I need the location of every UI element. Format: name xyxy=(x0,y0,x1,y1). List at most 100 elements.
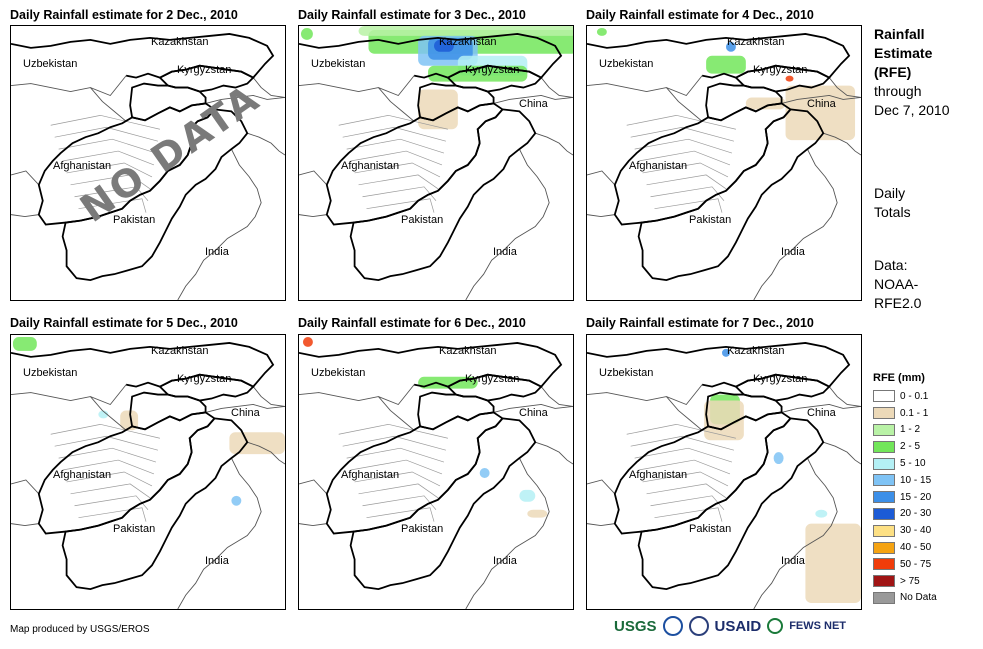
country-boundary xyxy=(587,384,703,406)
legend-swatch xyxy=(873,524,895,537)
legend-item: 30 - 40 xyxy=(873,522,937,539)
tajikistan-outline xyxy=(417,82,495,122)
rainfall-map-dec-5: Kazakhstan Uzbekistan Kyrgyzstan Afghanista… xyxy=(10,334,286,610)
legend-label: 15 - 20 xyxy=(900,491,932,503)
map-label-china: China xyxy=(519,98,548,110)
legend-title: RFE (mm) xyxy=(873,372,925,384)
map-label-afghanistan: Afghanistan xyxy=(629,160,688,172)
map-graphic xyxy=(11,336,285,609)
province-boundary xyxy=(358,483,439,499)
legend-item: 1 - 2 xyxy=(873,422,937,439)
side-through: through xyxy=(874,83,922,99)
legend-item: 20 - 30 xyxy=(873,506,937,523)
side-title-line3: (RFE) xyxy=(874,64,912,80)
side-title-line2: Estimate xyxy=(874,45,933,61)
map-label-uzbekistan: Uzbekistan xyxy=(311,367,366,379)
legend-item: 15 - 20 xyxy=(873,489,937,506)
tajikistan-outline xyxy=(129,391,207,431)
map-label-uzbekistan: Uzbekistan xyxy=(23,367,78,379)
province-boundary xyxy=(66,162,153,178)
fewsnet-globe-icon xyxy=(767,618,784,634)
rainfall-patch xyxy=(745,97,786,110)
province-boundary xyxy=(54,126,159,142)
pakistan-outline xyxy=(637,108,825,282)
map-label-kazakhstan: Kazakhstan xyxy=(727,345,785,357)
province-boundary xyxy=(638,150,731,166)
kazakhstan-outline xyxy=(587,342,851,388)
side-data-3: RFE2.0 xyxy=(874,295,922,311)
pakistan-outline xyxy=(61,108,249,282)
province-boundary xyxy=(642,471,729,487)
rainfall-patch xyxy=(706,55,746,74)
province-boundary xyxy=(338,423,448,439)
map-label-pakistan: Pakistan xyxy=(401,523,444,535)
province-boundary xyxy=(646,483,727,499)
province-boundary xyxy=(338,114,448,130)
legend-label: 0 - 0.1 xyxy=(900,390,929,402)
map-label-pakistan: Pakistan xyxy=(113,214,156,226)
legend-swatch xyxy=(873,541,895,554)
country-boundary xyxy=(493,404,573,413)
map-label-india: India xyxy=(205,555,229,567)
map-label-pakistan: Pakistan xyxy=(113,523,156,535)
legend-item: 50 - 75 xyxy=(873,556,937,573)
country-boundary xyxy=(823,441,861,465)
province-boundary xyxy=(78,198,147,213)
country-boundary xyxy=(781,404,861,413)
country-boundary xyxy=(753,457,838,609)
country-boundary xyxy=(252,386,285,407)
rainfall-patch xyxy=(773,452,784,465)
country-boundary xyxy=(535,132,573,156)
map-graphic xyxy=(299,26,573,300)
legend-swatch xyxy=(873,591,895,604)
province-boundary xyxy=(650,186,725,201)
side-data-1: Data: xyxy=(874,257,908,273)
province-boundary xyxy=(66,471,153,487)
map-label-india: India xyxy=(493,555,517,567)
province-boundary xyxy=(50,423,160,439)
province-boundary xyxy=(358,174,439,190)
panel-title-1: Daily Rainfall estimate for 2 Dec., 2010 xyxy=(10,8,238,22)
country-boundary xyxy=(11,214,39,218)
map-label-uzbekistan: Uzbekistan xyxy=(599,367,654,379)
country-boundary xyxy=(465,457,550,609)
country-boundary xyxy=(823,132,861,156)
panel-title-2: Daily Rainfall estimate for 3 Dec., 2010 xyxy=(298,8,526,22)
country-boundary xyxy=(11,523,39,527)
country-boundary xyxy=(299,75,415,97)
panel-title-5: Daily Rainfall estimate for 6 Dec., 2010 xyxy=(298,316,526,330)
country-boundary xyxy=(247,441,285,465)
legend-item: 0 - 0.1 xyxy=(873,388,937,405)
country-boundary xyxy=(205,95,285,104)
country-boundary xyxy=(587,523,615,527)
province-boundary xyxy=(342,435,447,451)
province-boundary xyxy=(70,483,151,499)
province-boundary xyxy=(346,447,445,463)
rainfall-patch xyxy=(519,489,536,502)
province-boundary xyxy=(58,138,157,154)
kazakhstan-outline xyxy=(11,33,275,79)
legend-label: > 75 xyxy=(900,575,920,587)
rainfall-patch xyxy=(434,39,454,52)
province-boundary xyxy=(634,447,733,463)
map-label-kazakhstan: Kazakhstan xyxy=(151,36,209,48)
legend-item: 10 - 15 xyxy=(873,472,937,489)
legend-label: 1 - 2 xyxy=(900,424,921,436)
legend-label: 20 - 30 xyxy=(900,508,932,520)
province-boundary xyxy=(366,507,435,522)
country-boundary xyxy=(493,95,573,104)
rainfall-patch xyxy=(815,509,828,518)
kazakhstan-outline xyxy=(11,342,275,388)
country-boundary xyxy=(753,148,838,300)
rainfall-patch xyxy=(785,75,794,82)
map-label-pakistan: Pakistan xyxy=(689,214,732,226)
country-boundary xyxy=(299,523,327,527)
province-boundary xyxy=(630,435,735,451)
side-title-block: Rainfall Estimate (RFE) through Dec 7, 2… xyxy=(874,25,950,120)
rainfall-patch xyxy=(231,495,242,506)
country-boundary xyxy=(177,457,262,609)
nws-seal-icon xyxy=(688,616,709,636)
province-boundary xyxy=(346,138,445,154)
map-label-kyrgyzstan: Kyrgyzstan xyxy=(465,64,520,76)
country-boundary xyxy=(540,77,573,98)
